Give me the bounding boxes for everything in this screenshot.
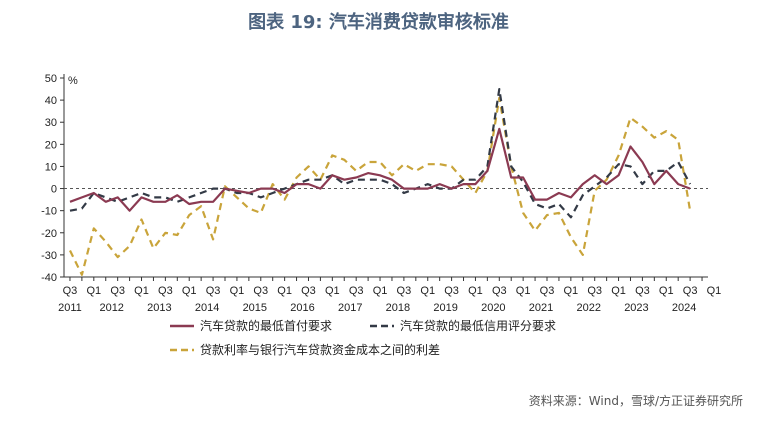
x-tick-label: Q3 xyxy=(301,285,316,297)
chart-title: 图表 19: 汽车消费贷款审核标准 xyxy=(248,12,509,33)
series-line-0 xyxy=(69,127,691,212)
x-tick-label: Q3 xyxy=(492,285,507,297)
y-tick-label: -30 xyxy=(41,250,57,262)
x-tick-label: Q1 xyxy=(468,285,483,297)
x-year-label: 2021 xyxy=(529,302,553,314)
y-tick-label: -10 xyxy=(41,206,57,218)
x-tick-label: Q1 xyxy=(277,285,292,297)
x-tick-label: Q3 xyxy=(63,285,78,297)
x-tick-label: Q1 xyxy=(564,285,579,297)
y-tick-label: 40 xyxy=(45,95,57,107)
x-tick-label: Q3 xyxy=(253,285,268,297)
y-tick-label: -20 xyxy=(41,228,57,240)
legend-label-2: 贷款利率与银行汽车贷款资金成本之间的利差 xyxy=(200,342,440,357)
x-year-label: 2024 xyxy=(672,302,696,314)
legend-label-1: 汽车贷款的最低信用评分要求 xyxy=(400,318,556,333)
x-axis-ticks: Q3 Q1 Q3 Q1 Q3 Q1 Q3 Q1 Q3 Q1 Q3 Q1 Q3 Q1 Q3 Q1 Q3 Q1 Q3 Q1… xyxy=(58,277,721,314)
x-year-label: 2023 xyxy=(624,302,648,314)
x-year-label: 2011 xyxy=(58,302,82,314)
y-axis-ticks: -40 -30 -20 -10 0 10 20 30 40 50 xyxy=(41,73,64,284)
x-tick-label: Q1 xyxy=(707,285,722,297)
chart-series xyxy=(69,87,692,276)
x-tick-label: Q1 xyxy=(134,285,149,297)
x-tick-label: Q3 xyxy=(349,285,364,297)
x-year-label: 2012 xyxy=(99,302,123,314)
x-year-label: 2014 xyxy=(195,302,219,314)
y-tick-label: 10 xyxy=(45,161,57,173)
x-year-label: 2019 xyxy=(433,302,457,314)
x-tick-label: Q3 xyxy=(635,285,650,297)
x-tick-label: Q1 xyxy=(182,285,197,297)
x-tick-label: Q1 xyxy=(420,285,435,297)
x-tick-label: Q3 xyxy=(206,285,221,297)
y-axis-unit-label: % xyxy=(68,75,78,87)
y-tick-label: 0 xyxy=(51,184,57,196)
x-tick-label: Q3 xyxy=(397,285,412,297)
x-tick-label: Q1 xyxy=(659,285,674,297)
x-tick-label: Q3 xyxy=(158,285,173,297)
x-tick-label: Q1 xyxy=(325,285,340,297)
x-tick-label: Q1 xyxy=(373,285,388,297)
x-tick-label: Q1 xyxy=(516,285,531,297)
y-tick-label: -40 xyxy=(41,272,57,284)
x-year-label: 2016 xyxy=(290,302,314,314)
x-year-label: 2013 xyxy=(147,302,171,314)
x-tick-label: Q3 xyxy=(587,285,602,297)
x-year-label: 2015 xyxy=(243,302,267,314)
legend-label-0: 汽车贷款的最低首付要求 xyxy=(200,318,332,333)
series-line-1 xyxy=(69,87,692,219)
x-tick-label: Q3 xyxy=(683,285,698,297)
y-tick-label: 20 xyxy=(45,139,57,151)
chart-axes xyxy=(63,74,708,278)
source-note: 资料来源：Wind，雪球/方正证券研究所 xyxy=(528,394,743,408)
x-tick-label: Q1 xyxy=(611,285,626,297)
x-year-label: 2018 xyxy=(386,302,410,314)
x-year-label: 2022 xyxy=(576,302,600,314)
x-tick-label: Q3 xyxy=(110,285,125,297)
y-tick-label: 30 xyxy=(45,117,57,129)
chart-legend: 汽车贷款的最低首付要求 汽车贷款的最低信用评分要求贷款利率与银行汽车贷款资金成本之… xyxy=(170,318,556,357)
x-tick-label: Q1 xyxy=(86,285,101,297)
x-tick-label: Q3 xyxy=(444,285,459,297)
x-year-label: 2020 xyxy=(481,302,505,314)
y-tick-label: 50 xyxy=(45,73,57,85)
x-tick-label: Q1 xyxy=(230,285,245,297)
series-line-2 xyxy=(69,96,692,276)
x-tick-label: Q3 xyxy=(540,285,555,297)
x-year-label: 2017 xyxy=(338,302,362,314)
